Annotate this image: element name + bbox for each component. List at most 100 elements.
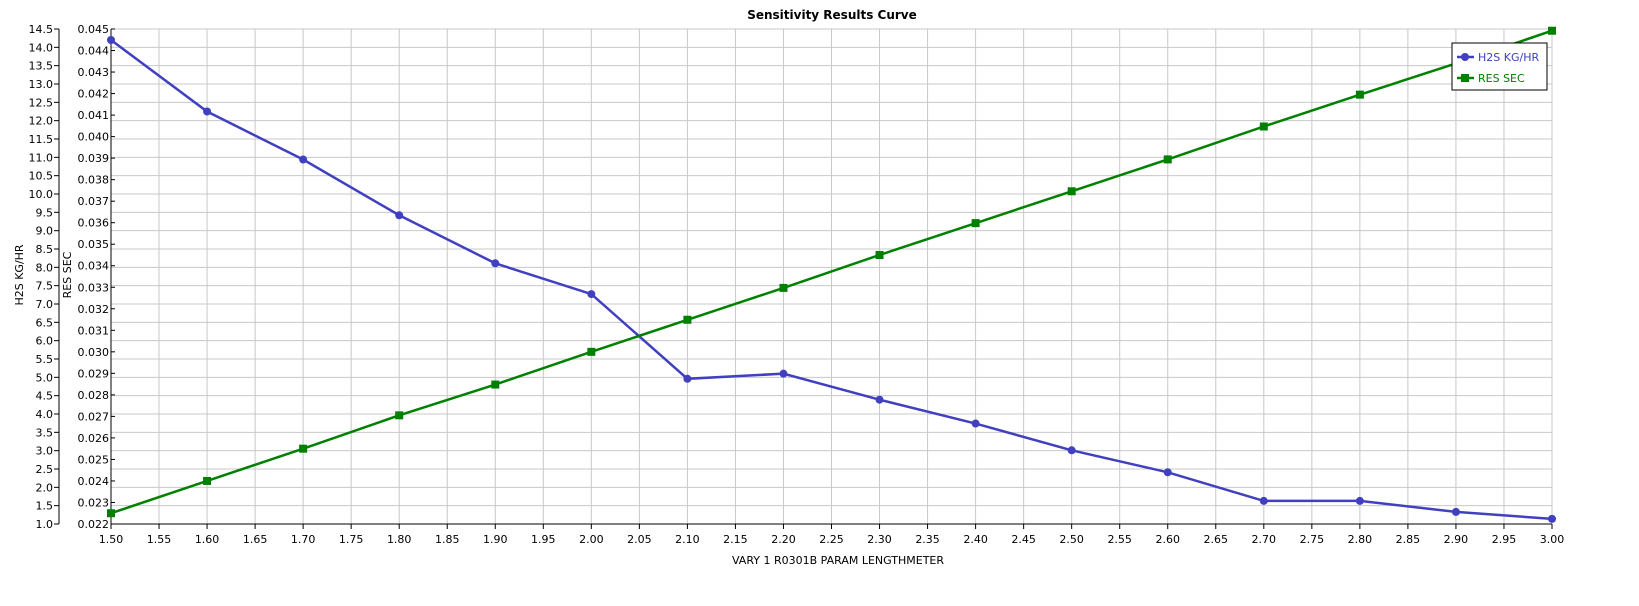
data-point-h2s — [779, 369, 788, 378]
legend-label-h2s: H2S KG/HR — [1478, 51, 1539, 64]
y1-tick-label: 9.5 — [36, 206, 54, 219]
y1-tick-label: 12.0 — [29, 115, 54, 128]
data-point-h2s — [1548, 514, 1556, 523]
y1-tick-label: 13.0 — [29, 78, 54, 91]
x-tick-label: 2.85 — [1396, 533, 1421, 546]
data-point-h2s — [299, 155, 308, 164]
y2-tick-label: 0.038 — [78, 174, 110, 187]
data-point-h2s — [1067, 446, 1076, 455]
data-point-res — [1259, 122, 1268, 131]
y1-tick-label: 14.5 — [29, 23, 54, 36]
y2-tick-label: 0.044 — [78, 45, 110, 58]
x-tick-label: 2.20 — [771, 533, 796, 546]
chart-title: Sensitivity Results Curve — [747, 8, 917, 22]
y2-tick-label: 0.024 — [78, 475, 110, 488]
legend-marker-res — [1461, 74, 1469, 82]
x-tick-label: 2.10 — [675, 533, 700, 546]
x-tick-label: 2.90 — [1444, 533, 1469, 546]
data-point-res — [683, 315, 692, 324]
x-tick-label: 2.65 — [1204, 533, 1229, 546]
grid — [110, 28, 1553, 525]
series — [107, 26, 1556, 523]
x-tick-label: 2.30 — [867, 533, 892, 546]
series-line-res — [110, 29, 1553, 515]
y1-tick-label: 7.0 — [36, 298, 54, 311]
legend: H2S KG/HR RES SEC — [1451, 42, 1548, 91]
x-tick-label: 2.25 — [819, 533, 844, 546]
x-tick-label: 1.65 — [243, 533, 268, 546]
x-tick-label: 2.35 — [915, 533, 940, 546]
data-point-h2s — [1355, 496, 1364, 505]
data-point-res — [779, 283, 788, 292]
x-tick-label: 2.55 — [1107, 533, 1132, 546]
y-axis-left-title: H2S KG/HR — [13, 244, 26, 305]
y1-tick-label: 1.0 — [36, 518, 54, 531]
y2-tick-label: 0.033 — [78, 281, 110, 294]
data-point-res — [203, 476, 212, 485]
y2-tick-label: 0.045 — [78, 23, 110, 36]
x-tick-label: 1.50 — [99, 533, 124, 546]
data-point-res — [1163, 155, 1172, 164]
y2-tick-label: 0.036 — [78, 217, 110, 230]
y2-tick-label: 0.027 — [78, 410, 110, 423]
data-point-h2s — [1451, 507, 1460, 516]
x-tick-label: 1.60 — [195, 533, 220, 546]
data-point-res — [587, 347, 596, 356]
x-tick-label: 2.60 — [1155, 533, 1180, 546]
y1-tick-label: 8.5 — [36, 243, 54, 256]
y1-tick-label: 8.0 — [36, 261, 54, 274]
series-line-h2s — [110, 38, 1553, 521]
legend-marker-h2s — [1461, 53, 1469, 61]
data-point-h2s — [1163, 468, 1172, 477]
data-point-h2s — [875, 395, 884, 404]
y1-tick-label: 5.0 — [36, 371, 54, 384]
y1-tick-label: 5.5 — [36, 353, 54, 366]
x-tick-label: 2.50 — [1059, 533, 1084, 546]
y1-tick-label: 14.0 — [29, 41, 54, 54]
data-point-res — [299, 444, 308, 453]
x-tick-label: 2.75 — [1300, 533, 1325, 546]
y2-tick-label: 0.032 — [78, 303, 110, 316]
x-tick-label: 2.40 — [963, 533, 988, 546]
legend-label-res: RES SEC — [1478, 72, 1525, 85]
y1-tick-label: 11.0 — [29, 151, 54, 164]
x-tick-label: 3.00 — [1540, 533, 1565, 546]
data-point-h2s — [395, 211, 404, 220]
y1-tick-label: 13.5 — [29, 60, 54, 73]
x-tick-label: 2.15 — [723, 533, 748, 546]
x-tick-label: 2.00 — [579, 533, 604, 546]
y1-tick-label: 6.5 — [36, 316, 54, 329]
y2-tick-label: 0.025 — [78, 453, 110, 466]
y2-tick-label: 0.023 — [78, 496, 110, 509]
data-point-h2s — [107, 36, 115, 44]
data-point-res — [395, 411, 404, 420]
y1-tick-label: 3.0 — [36, 445, 54, 458]
y2-tick-label: 0.028 — [78, 389, 110, 402]
y2-tick-label: 0.041 — [78, 109, 110, 122]
legend-box — [1451, 42, 1548, 91]
y1-tick-label: 10.0 — [29, 188, 54, 201]
y2-tick-label: 0.042 — [78, 88, 110, 101]
x-tick-label: 1.80 — [387, 533, 412, 546]
y1-tick-label: 6.0 — [36, 335, 54, 348]
x-tick-label: 2.80 — [1348, 533, 1373, 546]
data-point-res — [971, 219, 980, 228]
data-point-h2s — [491, 259, 500, 268]
y1-tick-label: 10.5 — [29, 170, 54, 183]
data-point-res — [1548, 26, 1556, 35]
y1-tick-label: 3.5 — [36, 426, 54, 439]
y1-tick-label: 7.5 — [36, 280, 54, 293]
y2-tick-label: 0.043 — [78, 66, 110, 79]
data-point-res — [107, 509, 115, 518]
x-tick-label: 1.75 — [339, 533, 364, 546]
y2-tick-label: 0.034 — [78, 260, 110, 273]
x-axis-title: VARY 1 R0301B PARAM LENGTHMETER — [732, 554, 944, 567]
y2-tick-label: 0.029 — [78, 367, 110, 380]
data-point-res — [491, 380, 500, 389]
data-point-res — [1355, 90, 1364, 99]
data-point-h2s — [1259, 496, 1268, 505]
y-axis-right-title: RES SEC — [61, 251, 74, 298]
y1-tick-label: 12.5 — [29, 96, 54, 109]
y2-tick-label: 0.039 — [78, 152, 110, 165]
y1-tick-label: 1.5 — [36, 500, 54, 513]
